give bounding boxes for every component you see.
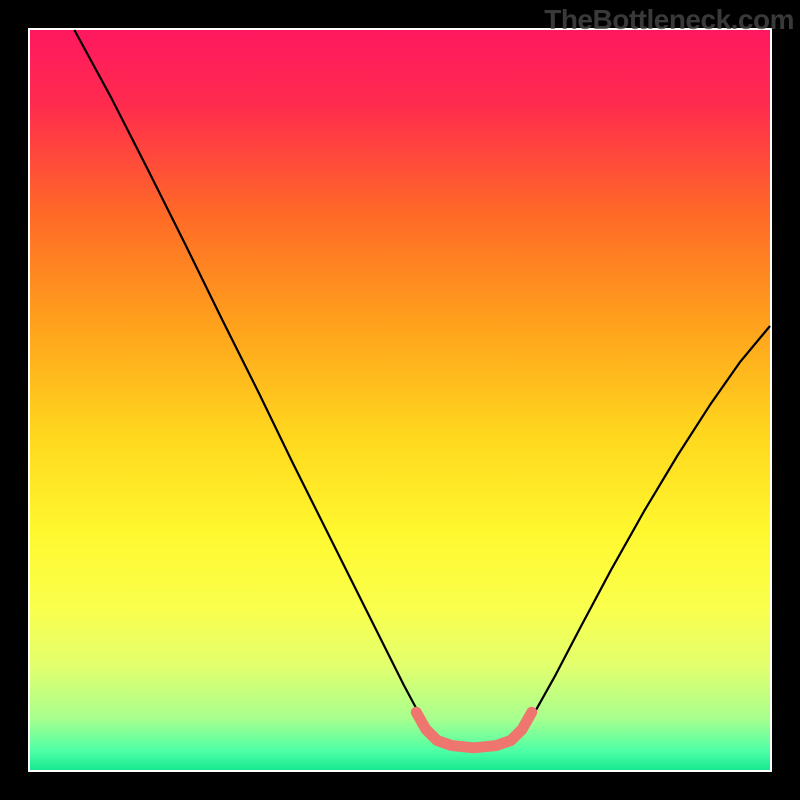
bottleneck-chart — [0, 0, 800, 800]
chart-container: TheBottleneck.com — [0, 0, 800, 800]
plot-background — [30, 30, 770, 770]
